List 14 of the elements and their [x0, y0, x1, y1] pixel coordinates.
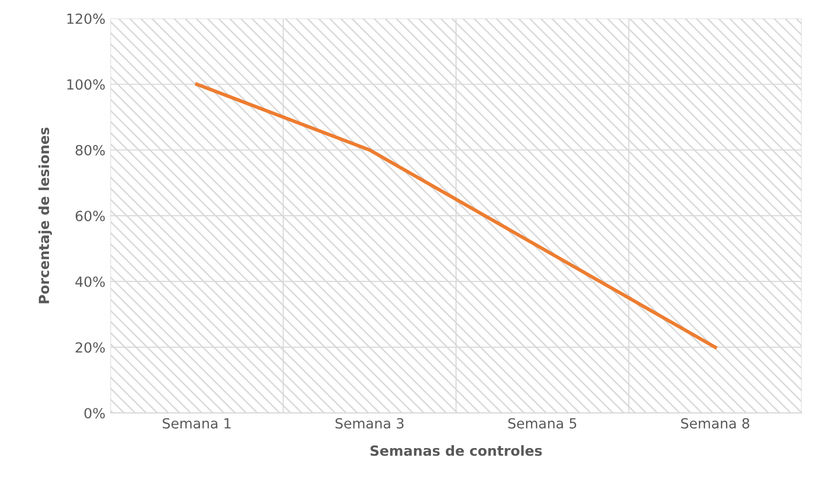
x-tick-label: Semana 3: [336, 418, 404, 429]
x-tick-label: Semana 1: [162, 418, 231, 429]
y-tick-label: 40%: [75, 276, 105, 287]
y-tick-label: 20%: [76, 342, 105, 353]
y-tick-label: 100%: [67, 79, 105, 90]
x-tick-label: Semana 5: [508, 418, 576, 429]
y-tick-label: 60%: [76, 210, 105, 222]
y-tick-label: 80%: [76, 144, 105, 156]
line-series: [195, 82, 717, 349]
y-axis-title: Porcentaje de lesiones: [38, 128, 52, 304]
y-tick-label: 0%: [84, 408, 105, 418]
x-tick-label: Semana 8: [681, 418, 750, 429]
x-axis-title: Semanas de controles: [370, 445, 542, 456]
y-tick-label: 120%: [67, 13, 105, 24]
